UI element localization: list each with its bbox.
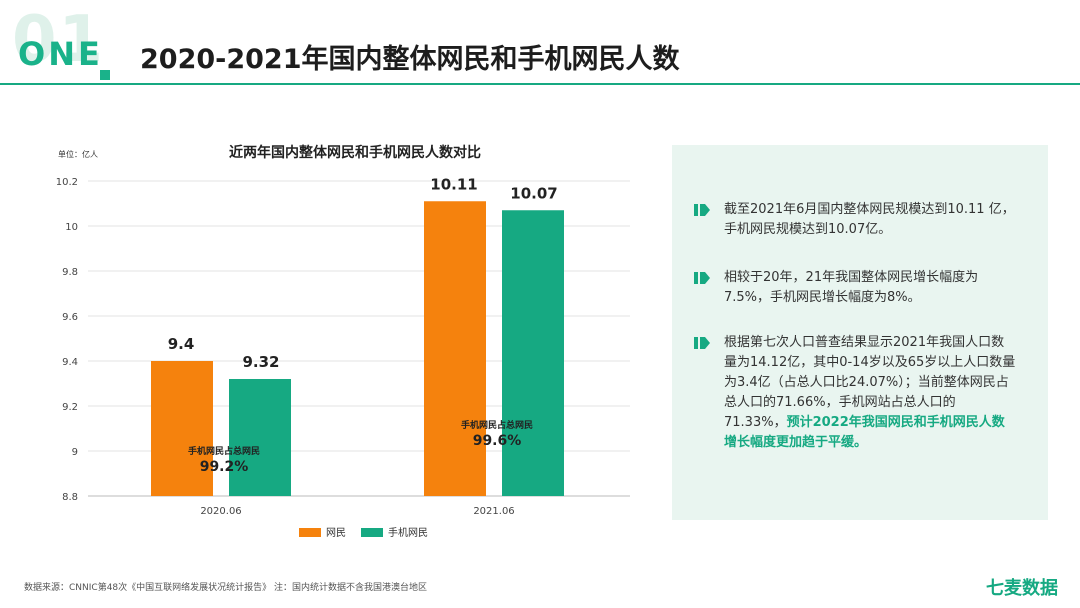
- section-accent-square: [100, 70, 110, 80]
- bar-value-label: 10.07: [510, 184, 557, 202]
- ratio-annotation-value: 99.2%: [200, 459, 249, 475]
- insight-bullet-2: 相较于20年，21年我国整体网民增长幅度为7.5%，手机网民增长幅度为8%。: [694, 268, 1016, 308]
- ratio-annotation-label: 手机网民占总网民: [461, 419, 533, 431]
- ratio-annotation-label: 手机网民占总网民: [188, 445, 260, 457]
- bar-netizen-2020.06: [151, 361, 213, 496]
- legend-label: 网民: [326, 527, 346, 539]
- y-tick-label: 10.2: [56, 177, 78, 188]
- y-tick-label: 8.8: [62, 492, 78, 503]
- bar-value-label: 9.4: [168, 335, 195, 353]
- chart-title: 近两年国内整体网民和手机网民人数对比: [229, 144, 481, 161]
- y-tick-label: 10: [65, 222, 78, 233]
- bar-chart-container: 近两年国内整体网民和手机网民人数对比 单位：亿人 8.8 9 9.2 9.4 9.6 9.8 1…: [0, 130, 680, 560]
- bar-value-label: 10.11: [430, 175, 477, 193]
- bar-mobile-netizen-2021.06: [502, 210, 564, 496]
- legend-label: 手机网民: [388, 526, 428, 539]
- brand-logo-text: 七麦数据: [986, 578, 1058, 599]
- insight-bullet-3: 根据第七次人口普查结果显示2021年我国人口数量为14.12亿，其中0-14岁以…: [694, 333, 1016, 453]
- page-title: 2020-2021年国内整体网民和手机网民人数: [140, 44, 680, 75]
- insight-bullet-1: 截至2021年6月国内整体网民规模达到10.11 亿，手机网民规模达到10.07…: [694, 200, 1016, 240]
- y-tick-label: 9.6: [62, 312, 78, 323]
- insight-text-1: 截至2021年6月国内整体网民规模达到10.11 亿，手机网民规模达到10.07…: [724, 202, 1015, 237]
- ratio-annotation-value: 99.6%: [473, 433, 522, 449]
- section-label: ONE: [18, 35, 103, 73]
- bullet-arrow-icon: [694, 204, 710, 216]
- section-number: 01: [12, 3, 106, 77]
- insight-highlight: 预计2022年我国网民和手机网民人数增长幅度更加趋于平缓。: [724, 415, 1005, 450]
- bar-mobile-netizen-2020.06: [229, 379, 291, 496]
- bullet-arrow-icon: [694, 337, 710, 349]
- x-tick-label: 2021.06: [473, 506, 514, 517]
- y-tick-label: 9.2: [62, 402, 78, 413]
- data-source-note: 数据来源：CNNIC第48次《中国互联网络发展状况统计报告》 注：国内统计数据不…: [24, 583, 428, 593]
- chart-unit-label: 单位：亿人: [58, 149, 98, 159]
- bullet-arrow-icon: [694, 272, 710, 284]
- insight-panel: 截至2021年6月国内整体网民规模达到10.11 亿，手机网民规模达到10.07…: [672, 145, 1048, 520]
- legend-swatch: [299, 528, 321, 537]
- insight-text-3: 根据第七次人口普查结果显示2021年我国人口数量为14.12亿，其中0-14岁以…: [724, 335, 1016, 430]
- header-divider: [0, 83, 1080, 85]
- legend-swatch: [361, 528, 383, 537]
- y-tick-label: 9.4: [62, 357, 78, 368]
- y-tick-label: 9: [72, 447, 78, 458]
- bar-chart: 近两年国内整体网民和手机网民人数对比 单位：亿人 8.8 9 9.2 9.4 9.6 9.8 1…: [56, 144, 630, 539]
- insight-text-2: 相较于20年，21年我国整体网民增长幅度为7.5%，手机网民增长幅度为8%。: [724, 270, 979, 305]
- bar-value-label: 9.32: [242, 353, 279, 371]
- bar-netizen-2021.06: [424, 201, 486, 496]
- y-tick-label: 9.8: [62, 267, 78, 278]
- x-tick-label: 2020.06: [200, 506, 241, 517]
